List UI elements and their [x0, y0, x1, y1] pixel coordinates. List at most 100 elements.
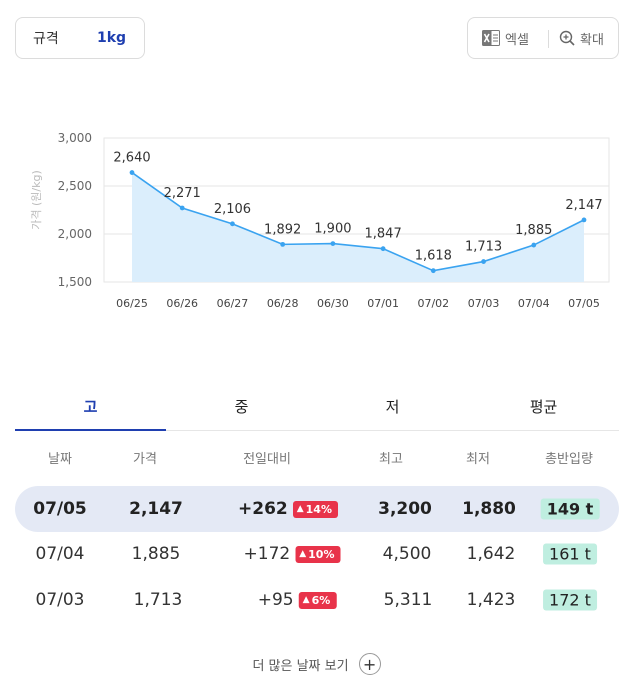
row-price: 1,885: [131, 544, 181, 564]
data-label: 2,147: [565, 198, 602, 213]
more-dates-button[interactable]: 더 많은 날짜 보기 +: [0, 652, 633, 676]
data-point: [129, 170, 135, 175]
y-tick-label: 2,000: [58, 227, 92, 241]
y-axis-label: 가격 (원/kg): [30, 170, 43, 230]
tab-average-label: 평균: [529, 397, 558, 416]
row-price: 1,713: [133, 590, 183, 610]
row-date: 07/03: [35, 590, 85, 610]
change-up-badge: ▲ 6%: [298, 591, 337, 609]
x-tick-label: 07/04: [518, 297, 550, 310]
excel-button[interactable]: 엑셀: [482, 18, 529, 58]
data-point: [230, 221, 235, 227]
grade-tabs: 고 중 저 평균: [15, 382, 619, 431]
row-change: +172 ▲ 10%: [244, 544, 341, 564]
x-tick-label: 07/05: [568, 297, 600, 310]
data-point: [280, 241, 286, 247]
row-high: 5,311: [383, 590, 433, 610]
header-low: 최저: [466, 452, 490, 467]
zoom-label: 확대: [580, 32, 604, 48]
x-tick-label: 07/02: [417, 297, 449, 310]
data-label: 1,900: [314, 222, 351, 237]
row-date: 07/05: [33, 499, 87, 519]
tab-low-label: 저: [385, 397, 400, 416]
row-low: 1,880: [462, 499, 516, 519]
row-price: 2,147: [129, 499, 183, 519]
row-change-value: +262: [238, 499, 288, 519]
tab-high-label: 고: [83, 397, 98, 416]
data-point: [380, 246, 386, 252]
x-tick-label: 06/28: [267, 297, 299, 310]
data-point: [581, 217, 587, 223]
x-tick-label: 06/25: [116, 297, 148, 310]
row-low: 1,423: [466, 590, 516, 610]
up-triangle-icon: ▲: [296, 504, 304, 514]
x-tick-label: 06/30: [317, 297, 349, 310]
change-percent: 6%: [311, 593, 331, 607]
tab-mid[interactable]: 중: [166, 382, 317, 430]
data-label: 2,106: [214, 202, 251, 217]
y-tick-label: 1,500: [58, 275, 92, 289]
toolbar-divider: [548, 30, 549, 48]
header-change: 전일대비: [243, 452, 291, 467]
x-tick-label: 07/01: [367, 297, 399, 310]
tab-low[interactable]: 저: [317, 382, 468, 430]
spec-selector[interactable]: 규격 1kg: [15, 17, 145, 59]
row-date: 07/04: [35, 544, 85, 564]
tab-high[interactable]: 고: [15, 382, 166, 431]
data-point: [179, 205, 185, 211]
table-row: 07/04 1,885 +172 ▲ 10% 4,500 1,642 161 t: [15, 531, 619, 577]
y-tick-label: 2,500: [58, 179, 92, 193]
zoom-in-icon: [559, 30, 575, 46]
table-header: 날짜 가격 전일대비 최고 최저 총반입량: [15, 448, 619, 470]
change-percent: 10%: [308, 547, 335, 561]
spec-value: 1kg: [97, 30, 127, 46]
tab-average[interactable]: 평균: [468, 382, 619, 430]
tab-mid-label: 중: [234, 397, 249, 416]
row-change-value: +95: [257, 590, 294, 610]
header-price: 가격: [133, 452, 157, 467]
data-point: [481, 259, 486, 264]
row-change-value: +172: [243, 544, 291, 564]
series-area: [132, 172, 584, 282]
data-label: 2,271: [164, 186, 201, 201]
row-volume-badge: 172 t: [543, 589, 597, 611]
data-point: [430, 268, 436, 274]
y-tick-label: 3,000: [58, 131, 92, 145]
header-volume: 총반입량: [545, 452, 593, 467]
row-change: +262 ▲ 14%: [238, 499, 338, 519]
data-label: 1,618: [415, 249, 452, 264]
data-point: [330, 241, 336, 246]
series-line: [131, 171, 585, 272]
row-low: 1,642: [466, 544, 516, 564]
plus-icon: +: [358, 653, 381, 675]
row-change: +95 ▲ 6%: [258, 590, 337, 610]
spec-label: 규격: [33, 31, 59, 47]
header-high: 최고: [379, 452, 403, 467]
price-chart: 1,500 2,000 2,500 3,000 가격 (원/kg) 2,640 06/25 2…: [30, 131, 610, 310]
up-triangle-icon: ▲: [302, 595, 310, 605]
data-label: 1,847: [365, 227, 402, 242]
excel-label: 엑셀: [505, 32, 529, 48]
data-point: [531, 242, 537, 248]
row-high: 4,500: [382, 544, 432, 564]
table-row: 07/05 2,147 +262 ▲ 14% 3,200 1,880 149 t: [15, 486, 619, 532]
row-high: 3,200: [378, 499, 432, 519]
up-triangle-icon: ▲: [299, 549, 307, 559]
row-volume-badge: 161 t: [543, 543, 597, 565]
data-label: 1,892: [264, 222, 301, 237]
data-label: 1,885: [515, 223, 552, 238]
change-up-badge: ▲ 14%: [292, 500, 338, 518]
data-label: 2,640: [113, 151, 150, 166]
x-tick-label: 06/27: [217, 297, 249, 310]
more-dates-label: 더 많은 날짜 보기: [252, 658, 349, 674]
change-percent: 14%: [305, 502, 332, 516]
x-tick-label: 07/03: [468, 297, 500, 310]
data-label: 1,713: [465, 240, 502, 255]
row-volume-badge: 149 t: [540, 498, 600, 520]
zoom-button[interactable]: 확대: [559, 18, 604, 58]
x-tick-label: 06/26: [166, 297, 198, 310]
change-up-badge: ▲ 10%: [295, 545, 341, 563]
toolbar: 엑셀 확대: [467, 17, 619, 59]
header-date: 날짜: [48, 452, 72, 467]
table-row: 07/03 1,713 +95 ▲ 6% 5,311 1,423 172 t: [15, 577, 619, 623]
